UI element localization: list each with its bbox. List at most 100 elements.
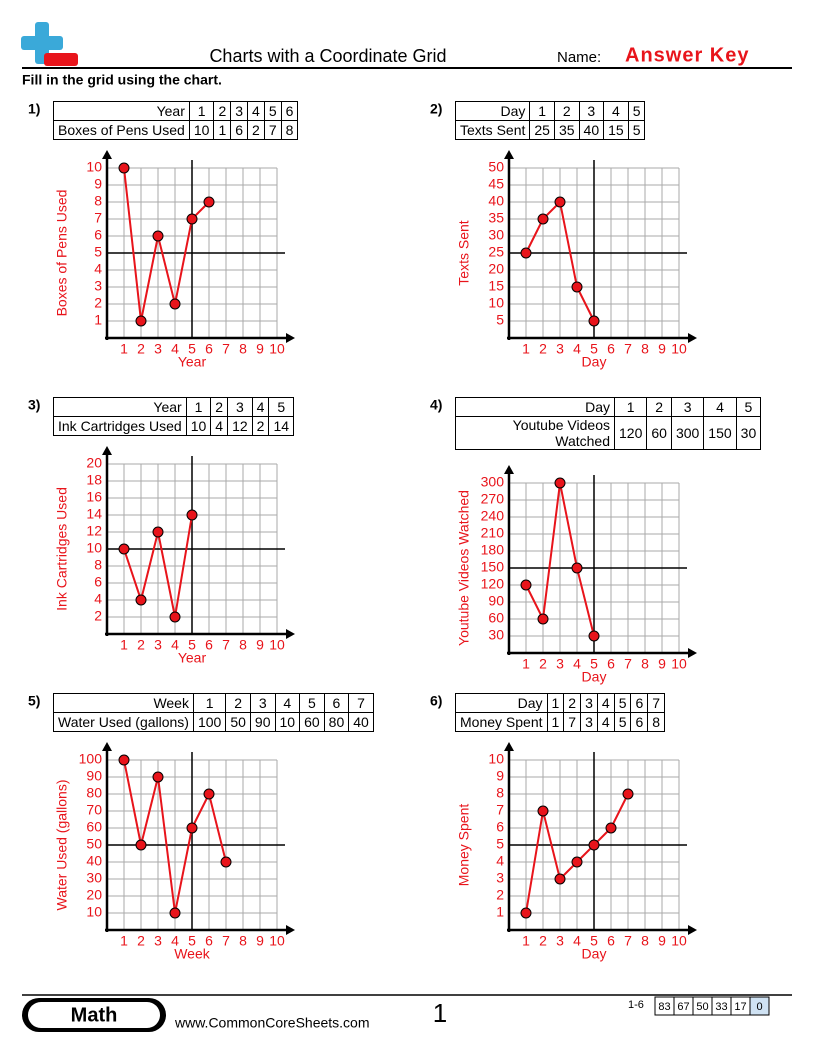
- y-axis-arrow: [504, 465, 514, 474]
- y-tick-label: 10: [488, 295, 504, 311]
- score: 83: [658, 1001, 670, 1013]
- table-cell: 3: [249, 693, 276, 713]
- table-cell: 5: [627, 120, 646, 140]
- x-tick-label: 2: [137, 341, 145, 357]
- table-cell: 6: [323, 693, 350, 713]
- x-tick-label: 6: [607, 341, 615, 357]
- table-cell: 7: [647, 693, 666, 713]
- y-axis-arrow: [504, 742, 514, 751]
- x-axis-arrow: [688, 333, 697, 343]
- data-line: [123, 167, 210, 322]
- data-point: [203, 196, 215, 208]
- table-row-label: Texts Sent: [454, 120, 531, 140]
- website: www.CommonCoreSheets.com: [174, 1015, 370, 1031]
- table-cell: 1: [185, 397, 212, 417]
- table-row: Day 1 2 3 4 5: [455, 397, 762, 417]
- x-tick-label: 6: [205, 933, 213, 949]
- data-point: [588, 839, 600, 851]
- table-row-label: Water Used (gallons): [53, 712, 194, 732]
- x-tick-label: 7: [222, 341, 230, 357]
- score: 33: [715, 1001, 727, 1013]
- table-cell: 5: [613, 693, 632, 713]
- x-tick-label: 7: [624, 933, 632, 949]
- y-axis-label: Water Used (gallons): [54, 780, 70, 911]
- table-cell: 80: [323, 712, 350, 732]
- data-point: [135, 594, 147, 606]
- x-tick-label: 2: [137, 637, 145, 653]
- data-point: [186, 213, 198, 225]
- y-tick-label: 210: [481, 525, 505, 541]
- data-point: [537, 805, 549, 817]
- x-tick-label: 7: [222, 933, 230, 949]
- data-point: [571, 281, 583, 293]
- data-table: Day 1 2 3 4 5 6 7 Money Spent 1 7 3 4 5 6 8: [455, 693, 666, 732]
- y-tick-label: 14: [86, 506, 102, 522]
- table-cell: 5: [263, 101, 282, 121]
- y-tick-label: 5: [496, 312, 504, 328]
- table-cell: 10: [188, 120, 215, 140]
- table-row: Year 1 2 3 4 5: [53, 397, 295, 417]
- data-point: [537, 213, 549, 225]
- table-row-label: Money Spent: [455, 712, 548, 732]
- x-tick-label: 4: [573, 656, 581, 672]
- table-cell: 35: [553, 120, 580, 140]
- y-tick-label: 50: [86, 836, 102, 852]
- table-row: Ink Cartridges Used 10 4 12 2 14: [53, 416, 295, 436]
- table-cell: 2: [646, 397, 672, 417]
- range-label: 1-6: [628, 999, 644, 1011]
- x-tick-label: 4: [171, 637, 179, 653]
- title: Charts with a Coordinate Grid: [209, 46, 446, 66]
- y-axis-arrow: [102, 446, 112, 455]
- table-row-label: Year: [53, 397, 187, 417]
- table-cell: 8: [647, 712, 666, 732]
- table-row: Day 1 2 3 4 5 6 7: [455, 693, 666, 713]
- y-tick-label: 1: [94, 312, 102, 328]
- y-tick-label: 150: [481, 559, 505, 575]
- x-tick-label: 5: [590, 341, 598, 357]
- x-tick-label: 5: [188, 637, 196, 653]
- problem-number: 4): [430, 397, 442, 413]
- y-tick-label: 10: [488, 751, 504, 767]
- table-cell: 1: [613, 397, 648, 417]
- y-tick-label: 270: [481, 491, 505, 507]
- table-cell: 2: [563, 693, 582, 713]
- table-cell: 5: [299, 693, 325, 713]
- score: 0: [756, 1001, 762, 1013]
- table-row: Texts Sent 25 35 40 15 5: [454, 120, 646, 140]
- x-tick-label: 6: [205, 341, 213, 357]
- x-tick-label: 4: [573, 341, 581, 357]
- x-tick-label: 7: [624, 341, 632, 357]
- table-row-label: Year: [53, 101, 190, 121]
- y-tick-label: 1: [496, 904, 504, 920]
- x-tick-label: 9: [658, 341, 666, 357]
- y-axis-label: Texts Sent: [456, 220, 472, 285]
- table-row-label: Boxes of Pens Used: [53, 120, 190, 140]
- y-tick-label: 45: [488, 176, 504, 192]
- y-tick-label: 70: [86, 802, 102, 818]
- data-point: [571, 562, 583, 574]
- y-tick-label: 40: [86, 853, 102, 869]
- table-row: Money Spent 1 7 3 4 5 6 8: [455, 712, 666, 732]
- table-cell: 7: [263, 120, 282, 140]
- y-tick-label: 20: [86, 455, 102, 471]
- table-cell: 4: [251, 397, 270, 417]
- table-cell: 5: [735, 397, 762, 417]
- table-cell: 60: [299, 712, 325, 732]
- x-axis-arrow: [286, 333, 295, 343]
- y-axis-label: Money Spent: [456, 804, 472, 887]
- x-tick-label: 10: [671, 341, 687, 357]
- table-cell: 150: [703, 416, 737, 450]
- x-tick-label: 2: [539, 656, 547, 672]
- x-tick-label: 10: [269, 933, 285, 949]
- x-tick-label: 2: [539, 933, 547, 949]
- table-cell: 5: [627, 101, 646, 121]
- table-cell: 10: [185, 416, 212, 436]
- data-point: [135, 839, 147, 851]
- y-tick-label: 180: [481, 542, 505, 558]
- y-tick-label: 8: [94, 193, 102, 209]
- x-tick-label: 4: [573, 933, 581, 949]
